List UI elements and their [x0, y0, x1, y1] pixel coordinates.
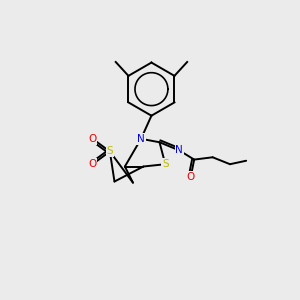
Text: O: O	[187, 172, 195, 182]
Text: O: O	[88, 134, 97, 144]
Text: N: N	[137, 134, 145, 144]
Text: O: O	[88, 159, 97, 169]
Text: S: S	[162, 159, 169, 169]
Text: N: N	[175, 145, 183, 155]
Text: S: S	[106, 146, 113, 157]
